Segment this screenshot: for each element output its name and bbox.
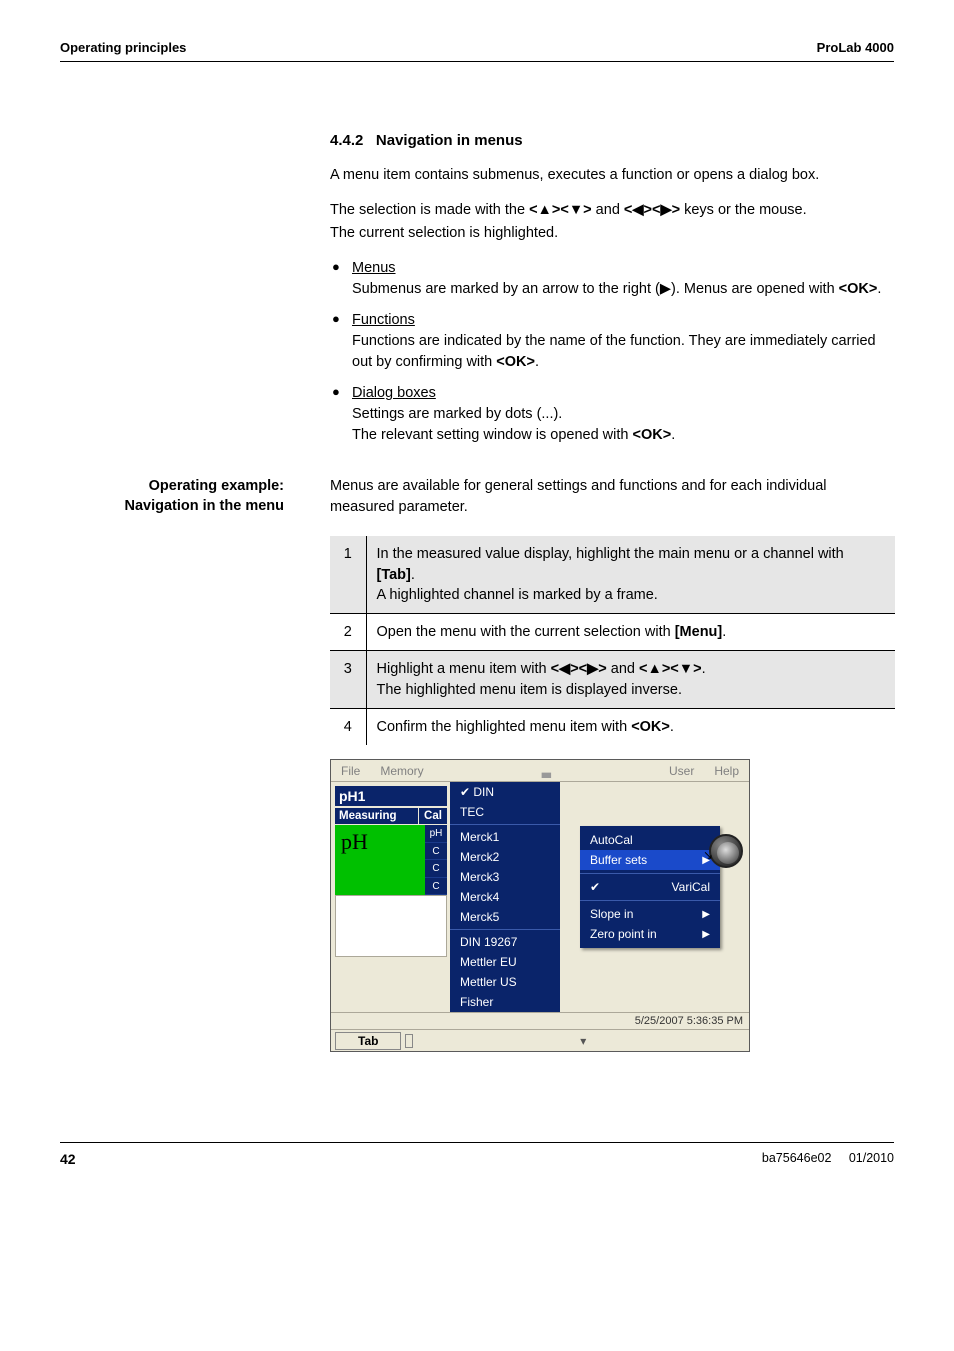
dropdown-item[interactable]: Merck3 (450, 867, 560, 887)
intro-para-3: The current selection is highlighted. (330, 223, 894, 244)
table-row: 1 In the measured value display, highlig… (330, 536, 895, 613)
spacer-button[interactable] (405, 1034, 413, 1048)
chevron-right-icon: ▶ (702, 909, 710, 920)
menu-file[interactable]: File (331, 764, 370, 778)
dropdown-item[interactable]: TEC (450, 802, 560, 822)
menubar: File Memory ▃ User Help (331, 760, 749, 782)
header-left: Operating principles (60, 40, 186, 55)
dropdown-item[interactable]: Mettler US (450, 972, 560, 992)
dropdown-item[interactable]: DIN (450, 782, 560, 802)
dropdown-item[interactable]: Merck2 (450, 847, 560, 867)
list-item: Dialog boxes Settings are marked by dots… (330, 383, 894, 446)
tab-button[interactable]: Tab (335, 1032, 401, 1050)
dropdown-item[interactable]: Mettler EU (450, 952, 560, 972)
left-pane: pH1 Measuring Cal pH pH C C C (331, 782, 451, 961)
bullet-title: Dialog boxes (352, 385, 436, 401)
blank-area (335, 895, 447, 957)
section-number: 4.4.2 (330, 132, 363, 149)
menu-help[interactable]: Help (704, 764, 749, 778)
submenu-item-selected[interactable]: Buffer sets▶ (580, 850, 720, 870)
table-row: 2 Open the menu with the current selecti… (330, 614, 895, 651)
menu-memory[interactable]: Memory (370, 764, 433, 778)
page-number: 42 (60, 1151, 76, 1167)
cal-submenu: AutoCal Buffer sets▶ VariCal Slope in▶ Z… (580, 826, 720, 948)
dropdown-item[interactable]: Fisher (450, 992, 560, 1012)
submenu-item[interactable]: Zero point in▶ (580, 924, 720, 944)
bottom-bar: Tab ▾ (331, 1029, 749, 1051)
rotary-knob-icon[interactable]: ↘ (709, 834, 743, 868)
side-col: pH C C C (425, 825, 447, 895)
chevron-right-icon: ▶ (702, 929, 710, 940)
bullet-title: Menus (352, 260, 396, 276)
intro-para-2: The selection is made with the <▲><▼> an… (330, 200, 894, 221)
dropdown-item[interactable]: Merck4 (450, 887, 560, 907)
menu-user[interactable]: User (659, 764, 704, 778)
submenu-item[interactable]: AutoCal (580, 830, 720, 850)
side-item[interactable]: C (425, 878, 447, 896)
bullet-title: Functions (352, 312, 415, 328)
ph-text: pH (341, 829, 368, 854)
list-item: Functions Functions are indicated by the… (330, 310, 894, 373)
bullet-list: Menus Submenus are marked by an arrow to… (330, 258, 894, 446)
side-item[interactable]: pH (425, 825, 447, 843)
submenu-item[interactable]: Slope in▶ (580, 904, 720, 924)
table-row: 3 Highlight a menu item with <◀><▶> and … (330, 651, 895, 709)
timestamp: 5/25/2007 5:36:35 PM (635, 1015, 743, 1027)
footer-right: ba75646e02 01/2010 (762, 1151, 894, 1167)
steps-table: 1 In the measured value display, highlig… (330, 536, 895, 745)
dropdown-item[interactable]: Merck5 (450, 907, 560, 927)
submenu-item[interactable]: VariCal (580, 877, 720, 897)
measuring-button[interactable]: Measuring (335, 808, 418, 824)
page-footer: 42 ba75646e02 01/2010 (60, 1142, 894, 1167)
header-right: ProLab 4000 (817, 40, 894, 55)
status-bar: 5/25/2007 5:36:35 PM (331, 1012, 749, 1029)
dropdown-item[interactable]: Merck1 (450, 827, 560, 847)
side-item[interactable]: C (425, 860, 447, 878)
ph-block[interactable]: pH pH C C C (335, 825, 447, 895)
table-row: 4 Confirm the highlighted menu item with… (330, 708, 895, 745)
right-pane: AutoCal Buffer sets▶ VariCal Slope in▶ Z… (560, 782, 749, 790)
app-window: File Memory ▃ User Help pH1 Measuring Ca… (330, 759, 750, 1052)
cal-button[interactable]: Cal (419, 808, 447, 824)
side-label: Operating example: Navigation in the men… (60, 476, 330, 518)
grip-icon: ▃ (542, 764, 551, 778)
section-heading: 4.4.2 Navigation in menus (330, 132, 894, 149)
dropdown-item[interactable]: DIN 19267 (450, 932, 560, 952)
section-title: Navigation in menus (376, 132, 523, 149)
grip-icon: ▾ (417, 1034, 749, 1048)
side-item[interactable]: C (425, 843, 447, 861)
arrow-icon: ↘ (703, 848, 713, 862)
side-text: Menus are available for general settings… (330, 476, 894, 518)
buffer-dropdown: DIN TEC Merck1 Merck2 Merck3 Merck4 Merc… (450, 782, 560, 1012)
channel-label[interactable]: pH1 (335, 786, 447, 806)
intro-para-1: A menu item contains submenus, executes … (330, 165, 894, 186)
list-item: Menus Submenus are marked by an arrow to… (330, 258, 894, 300)
